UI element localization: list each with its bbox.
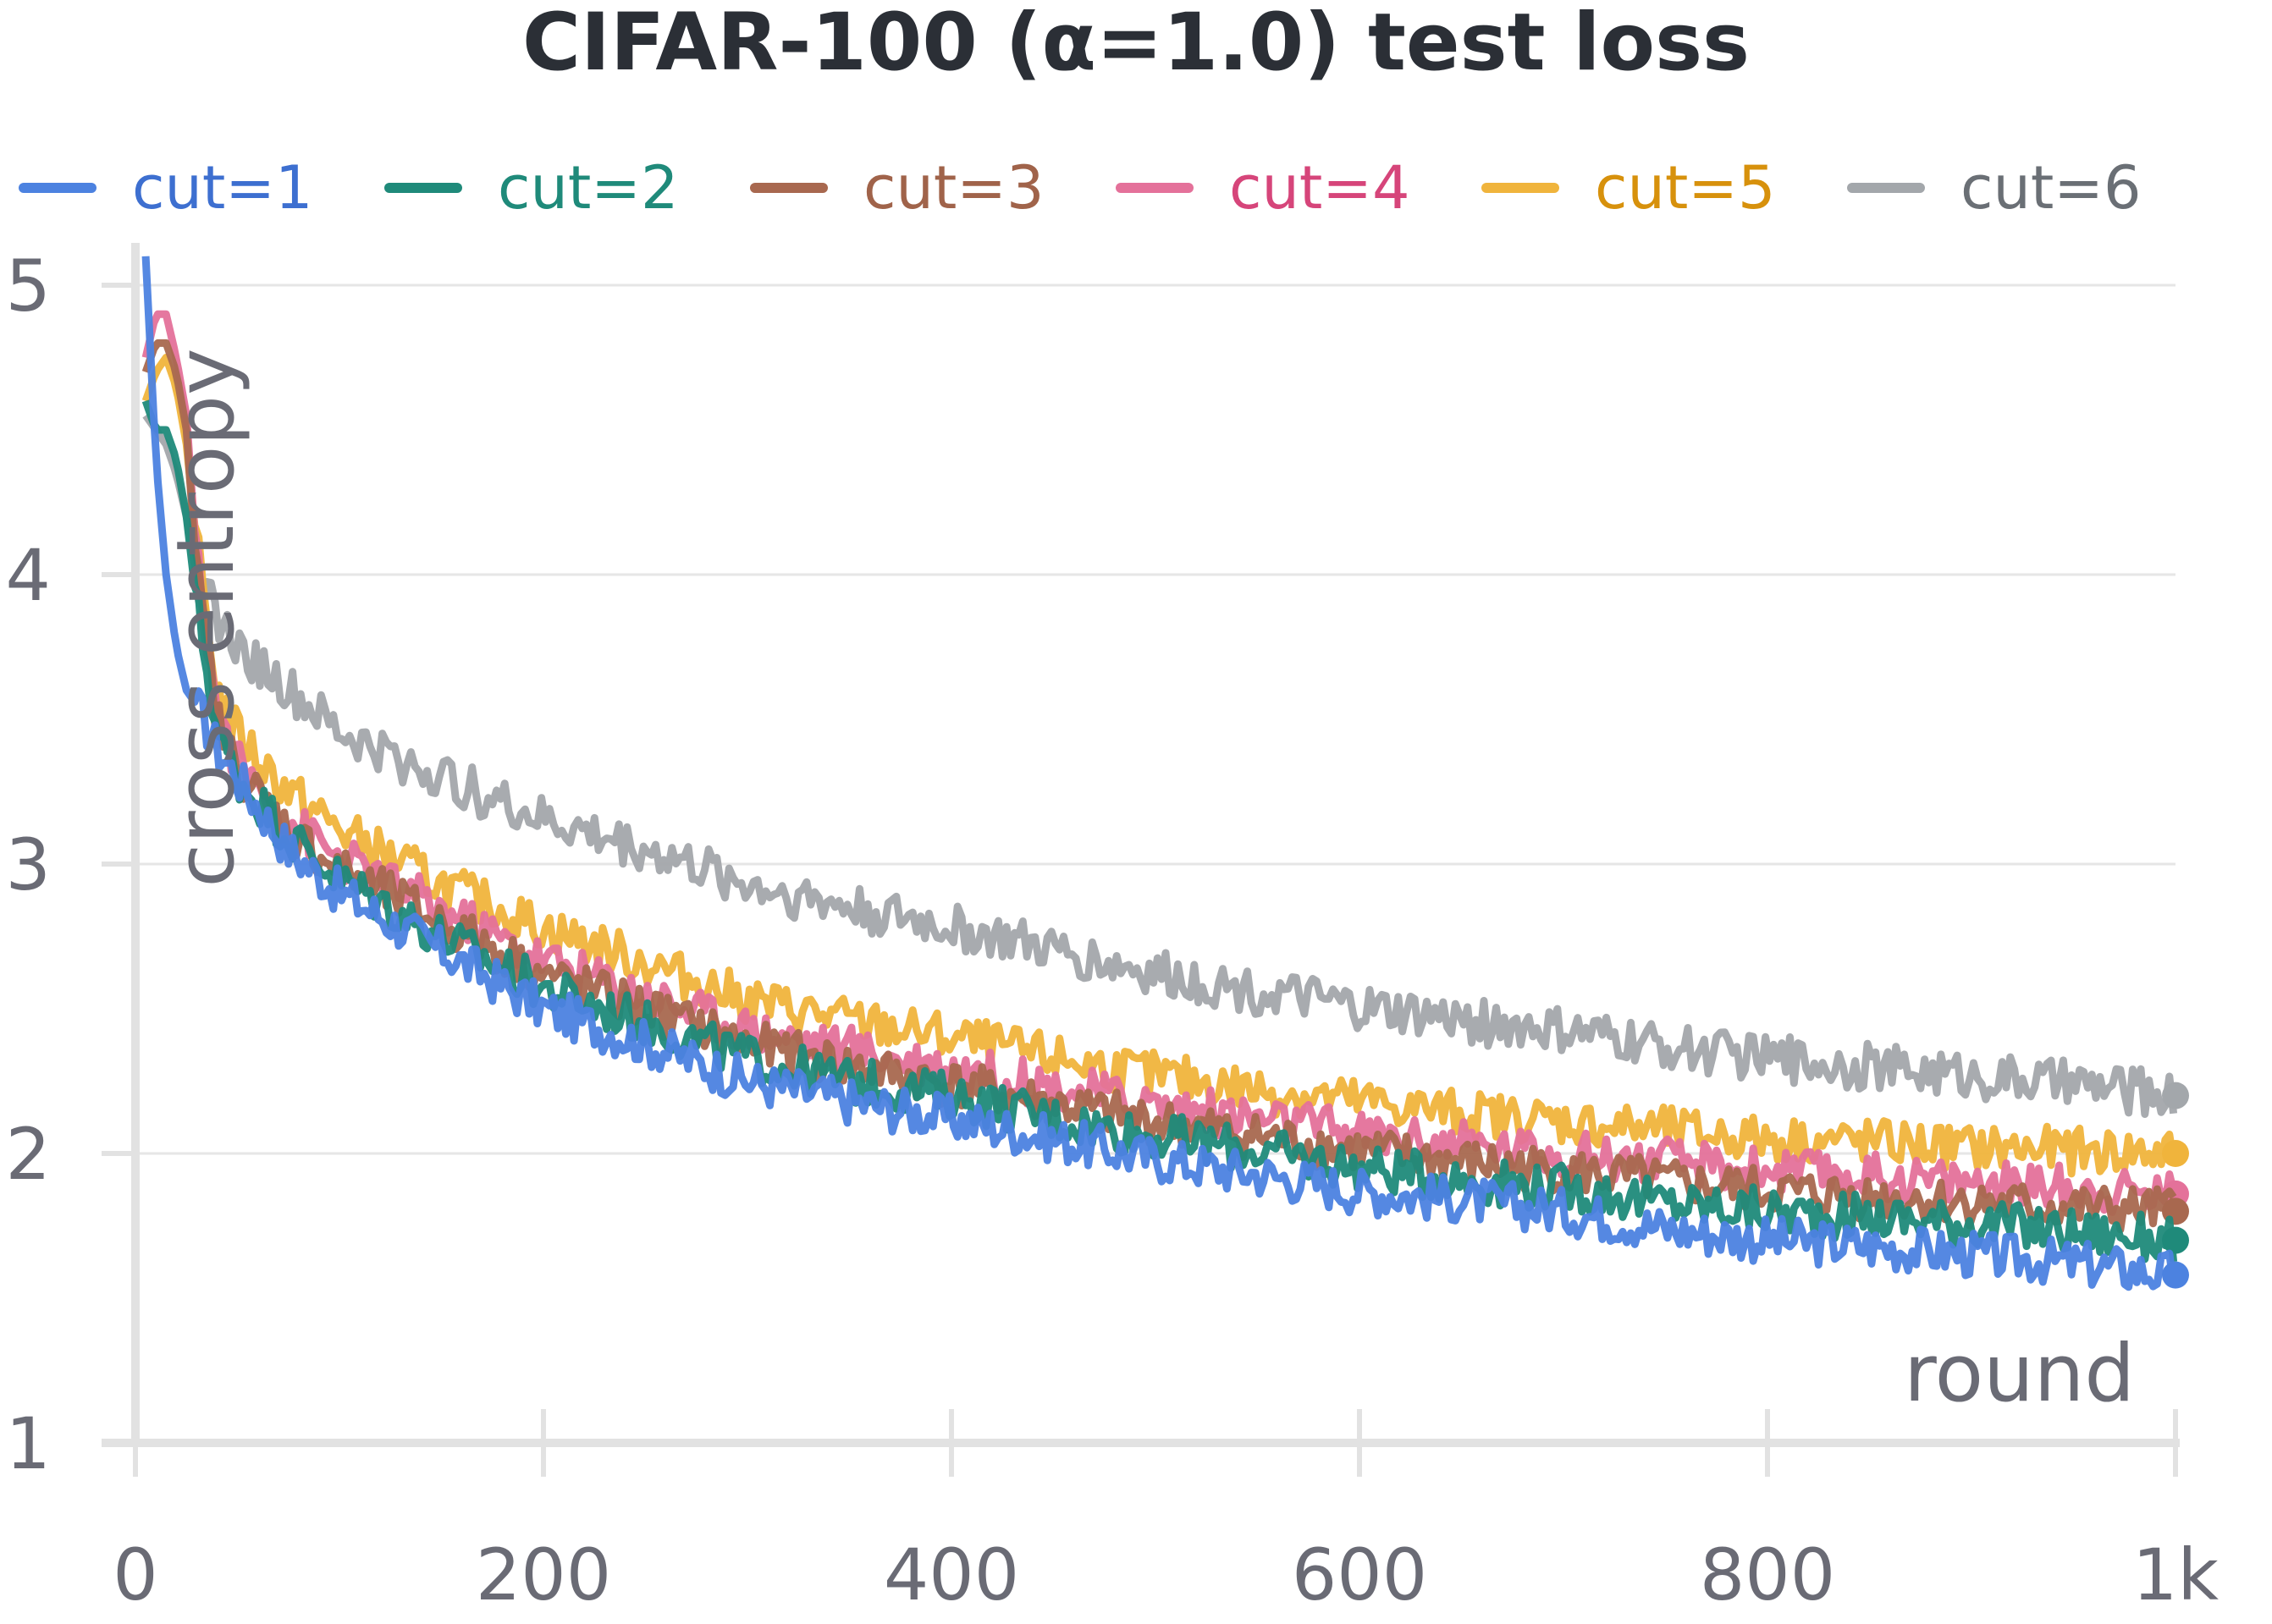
legend-item-cut=2[interactable]: cut=2 <box>384 153 679 223</box>
y-tick-label: 4 <box>6 534 51 617</box>
series-line-cut=1 <box>141 256 2178 1291</box>
chart-title: CIFAR-100 (α=1.0) test loss <box>522 0 1750 89</box>
series-endpoint-cut=5 <box>2162 1140 2189 1167</box>
legend-label: cut=6 <box>1960 153 2142 223</box>
gridlines <box>102 284 2175 1155</box>
x-tick-label: 400 <box>884 1533 1019 1616</box>
legend-item-cut=6[interactable]: cut=6 <box>1847 153 2142 223</box>
legend[interactable]: cut=1 cut=2 cut=3 cut=4 cut=5 cut=6 <box>19 153 2142 223</box>
series-line-cut=3 <box>141 339 2177 1234</box>
legend-item-cut=3[interactable]: cut=3 <box>750 153 1045 223</box>
series-endpoint-cut=6 <box>2162 1082 2189 1109</box>
y-tick-label: 2 <box>6 1113 51 1196</box>
series-line-cut=4 <box>141 310 2177 1216</box>
y-tick-label: 3 <box>6 823 51 906</box>
legend-item-cut=1[interactable]: cut=1 <box>19 153 313 223</box>
series-line-cut=6 <box>142 413 2178 1118</box>
x-tick-label: 1k <box>2132 1533 2219 1616</box>
x-tick-label: 0 <box>113 1533 157 1616</box>
y-tick-label: 5 <box>6 245 51 328</box>
y-axis-label: cross entropy <box>160 348 252 887</box>
tick-labels: 0 200 400 600 800 1k 1 2 3 4 5 <box>6 245 2220 1616</box>
x-tick-label: 200 <box>476 1533 611 1616</box>
legend-label: cut=3 <box>863 153 1045 223</box>
x-tick-label: 600 <box>1292 1533 1427 1616</box>
axes <box>102 243 2180 1477</box>
legend-label: cut=4 <box>1229 153 1410 223</box>
legend-label: cut=5 <box>1595 153 1776 223</box>
legend-label: cut=1 <box>132 153 313 223</box>
series-endpoint-cut=1 <box>2162 1261 2189 1289</box>
x-axis-label: round <box>1904 1328 2135 1420</box>
x-tick-label: 800 <box>1700 1533 1835 1616</box>
series-endpoint-cut=2 <box>2162 1226 2189 1254</box>
series-line-cut=5 <box>141 354 2178 1178</box>
legend-item-cut=5[interactable]: cut=5 <box>1481 153 1776 223</box>
legend-label: cut=2 <box>498 153 679 223</box>
series-lines <box>141 256 2189 1291</box>
y-tick-label: 1 <box>6 1402 51 1485</box>
legend-item-cut=4[interactable]: cut=4 <box>1116 153 1410 223</box>
